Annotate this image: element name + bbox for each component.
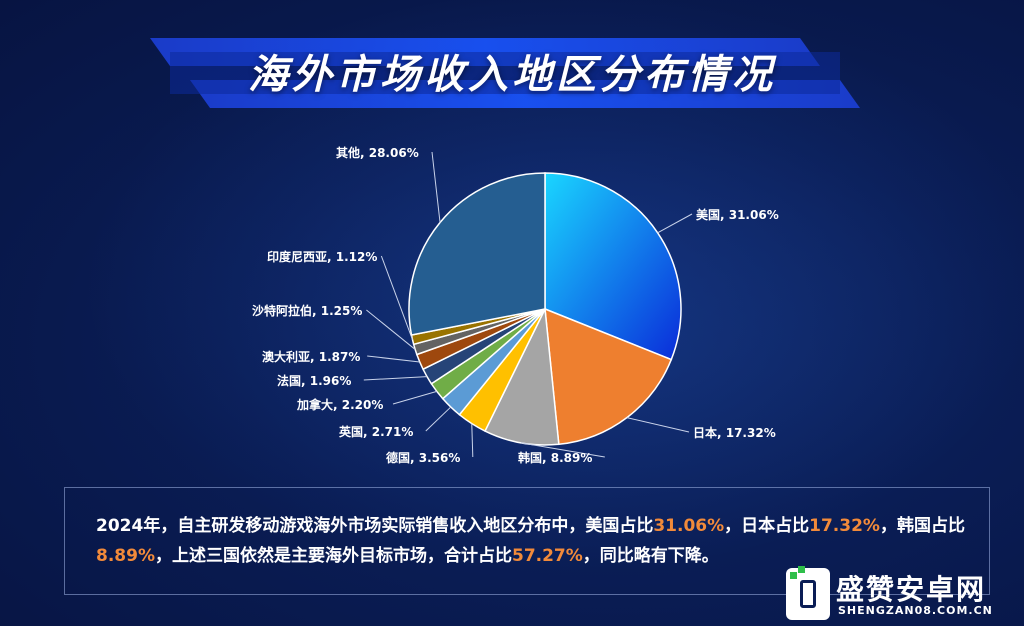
pie-slice bbox=[544, 172, 682, 361]
leader-line bbox=[471, 423, 474, 458]
note-box bbox=[64, 487, 990, 595]
phone-icon bbox=[786, 566, 830, 620]
page-title: 海外市场收入地区分布情况 bbox=[248, 52, 776, 98]
leader-line bbox=[657, 213, 693, 234]
slice-label: 印度尼西亚, 1.12% bbox=[267, 249, 377, 264]
slice-label: 法国, 1.96% bbox=[277, 373, 351, 388]
slice-label: 澳大利亚, 1.87% bbox=[262, 349, 360, 364]
title-banner bbox=[150, 38, 860, 108]
slice-label: 日本, 17.32% bbox=[693, 425, 776, 440]
slice-label: 韩国, 8.89% bbox=[518, 450, 592, 465]
leader-line bbox=[392, 390, 437, 405]
note-part-2: ，日本占比 bbox=[724, 516, 810, 536]
leader-line bbox=[366, 309, 416, 350]
pie-slice bbox=[544, 307, 673, 446]
logo-name: 盛赞安卓网 bbox=[836, 573, 987, 606]
slice-label: 英国, 2.71% bbox=[339, 424, 413, 439]
note-part-4: ，上述三国依然是主要海外目标市场，合计占比 bbox=[154, 546, 512, 566]
leader-line bbox=[363, 376, 428, 381]
pie-slice bbox=[408, 172, 546, 336]
leader-line bbox=[431, 151, 441, 223]
pie-chart: 美国, 31.06% 日本, 17.32% 韩国, 8.89% 德国, 3.56% 英国… bbox=[252, 145, 779, 465]
leader-line bbox=[520, 442, 605, 458]
note-part-1: 2024年，自主研发移动游戏海外市场实际销售收入地区分布中，美国占比 bbox=[96, 516, 654, 536]
note-highlight-jp: 17.32% bbox=[809, 516, 880, 536]
slice-label: 其他, 28.06% bbox=[336, 145, 419, 160]
leader-line bbox=[626, 417, 690, 433]
leader-line bbox=[380, 255, 413, 340]
slice-label: 加拿大, 2.20% bbox=[296, 397, 383, 412]
note-part-5: ，同比略有下降。 bbox=[582, 546, 719, 566]
slice-label: 德国, 3.56% bbox=[386, 450, 460, 465]
note-highlight-us: 31.06% bbox=[653, 516, 725, 536]
note-text: 2024年，自主研发移动游戏海外市场实际销售收入地区分布中，美国占比31.06%… bbox=[96, 511, 976, 571]
note-highlight-kr: 8.89% bbox=[96, 546, 155, 566]
logo-url: SHENGZAN08.COM.CN bbox=[838, 604, 993, 617]
slice-label: 沙特阿拉伯, 1.25% bbox=[252, 303, 362, 318]
site-logo[interactable]: 盛赞安卓网 SHENGZAN08.COM.CN bbox=[778, 566, 1018, 624]
note-highlight-total: 57.27% bbox=[511, 546, 583, 566]
leader-line bbox=[367, 355, 420, 363]
slice-label: 美国, 31.06% bbox=[696, 207, 779, 222]
note-part-3: ，韩国占比 bbox=[879, 516, 965, 536]
leader-line bbox=[425, 406, 452, 432]
